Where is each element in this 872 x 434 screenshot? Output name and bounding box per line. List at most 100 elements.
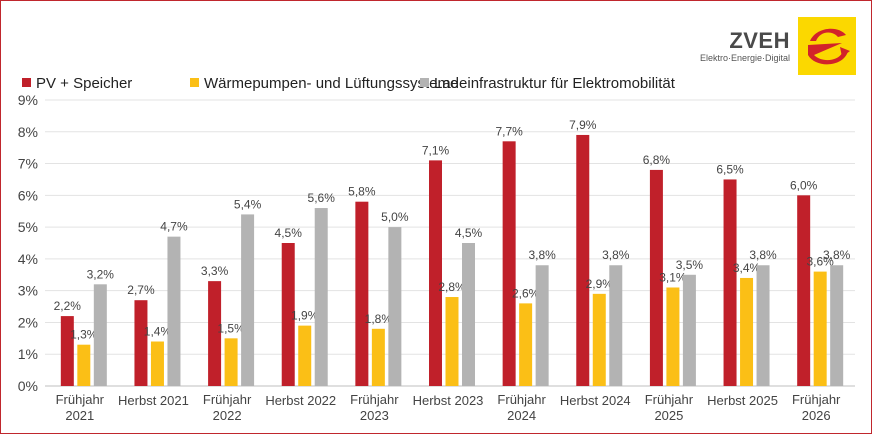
- data-label: 2,7%: [127, 283, 155, 297]
- bar-ladeinfrastruktur: [241, 214, 255, 386]
- data-label: 7,9%: [569, 118, 597, 132]
- x-tick-label: Frühjahr: [645, 392, 694, 407]
- data-label: 3,2%: [87, 267, 115, 281]
- legend-swatch: [420, 78, 429, 87]
- bar-waermepumpen: [445, 297, 459, 386]
- zveh-logo-text: ZVEH Elektro·Energie·Digital: [700, 30, 790, 64]
- data-label: 3,3%: [201, 264, 229, 278]
- legend-label: Ladeinfrastruktur für Elektromobilität: [434, 75, 676, 92]
- y-tick-label: 9%: [18, 92, 38, 108]
- bar-pv: [649, 169, 663, 386]
- data-label: 6,8%: [643, 153, 671, 167]
- bar-waermepumpen: [150, 341, 164, 386]
- logo-tagline: Elektro·Energie·Digital: [699, 53, 790, 63]
- data-label: 2,6%: [512, 286, 540, 300]
- x-tick-label: Herbst 2024: [560, 393, 631, 408]
- data-label: 2,2%: [54, 299, 82, 313]
- bar-ladeinfrastruktur: [756, 265, 770, 386]
- bar-waermepumpen: [666, 287, 680, 386]
- zveh-logo-icon: [798, 17, 856, 75]
- data-label: 3,8%: [602, 248, 630, 262]
- bar-ladeinfrastruktur: [93, 284, 107, 386]
- data-label: 5,4%: [234, 197, 262, 211]
- y-tick-label: 5%: [18, 219, 38, 235]
- data-label: 3,6%: [807, 255, 835, 269]
- y-tick-label: 6%: [18, 187, 38, 203]
- bar-ladeinfrastruktur: [388, 227, 402, 386]
- bar-ladeinfrastruktur: [682, 274, 696, 386]
- bar-ladeinfrastruktur: [314, 208, 328, 386]
- bar-pv: [576, 134, 590, 386]
- legend-label: PV + Speicher: [36, 75, 132, 92]
- bar-ladeinfrastruktur: [609, 265, 623, 386]
- x-tick-label: 2025: [654, 408, 683, 423]
- bar-waermepumpen: [77, 344, 91, 386]
- data-label: 6,0%: [790, 178, 818, 192]
- data-label: 3,1%: [659, 270, 687, 284]
- data-label: 7,7%: [495, 124, 523, 138]
- legend-label: Wärmepumpen- und Lüftungssysteme: [204, 75, 458, 92]
- bar-pv: [502, 141, 516, 386]
- x-tick-label: 2024: [507, 408, 536, 423]
- y-tick-label: 4%: [18, 251, 38, 267]
- bar-pv: [60, 316, 74, 386]
- data-label: 3,8%: [823, 248, 851, 262]
- data-label: 3,8%: [528, 248, 556, 262]
- x-tick-label: Herbst 2022: [265, 393, 336, 408]
- x-tick-label: 2022: [213, 408, 242, 423]
- data-label: 1,8%: [365, 312, 393, 326]
- bar-pv: [723, 179, 737, 386]
- data-label: 4,7%: [160, 220, 188, 234]
- y-tick-label: 8%: [18, 124, 38, 140]
- bar-waermepumpen: [592, 293, 606, 386]
- y-tick-label: 7%: [18, 156, 38, 172]
- bar-waermepumpen: [224, 338, 238, 386]
- data-label: 2,8%: [438, 280, 466, 294]
- bar-pv: [429, 160, 442, 386]
- bar-waermepumpen: [298, 325, 312, 386]
- x-tick-label: 2026: [802, 408, 831, 423]
- data-label: 1,3%: [70, 328, 98, 342]
- bar-pv: [797, 195, 811, 386]
- data-label: 2,9%: [586, 277, 614, 291]
- data-label: 1,4%: [144, 325, 172, 339]
- bar-pv: [355, 201, 369, 386]
- data-label: 5,8%: [348, 185, 376, 199]
- x-tick-label: Frühjahr: [792, 392, 841, 407]
- data-label: 7,1%: [422, 143, 450, 157]
- bar-waermepumpen: [740, 277, 754, 386]
- y-tick-label: 3%: [18, 283, 38, 299]
- logo-name: ZVEH: [729, 28, 790, 53]
- data-label: 1,5%: [217, 321, 245, 335]
- data-label: 6,5%: [716, 162, 744, 176]
- bar-waermepumpen: [813, 271, 827, 386]
- data-label: 4,5%: [455, 226, 483, 240]
- data-label: 4,5%: [275, 226, 303, 240]
- data-label: 3,8%: [749, 248, 777, 262]
- x-tick-label: Frühjahr: [203, 392, 252, 407]
- bar-ladeinfrastruktur: [830, 265, 844, 386]
- y-tick-label: 1%: [18, 346, 38, 362]
- legend-swatch: [190, 78, 199, 87]
- bar-waermepumpen: [371, 328, 385, 386]
- x-tick-label: Herbst 2021: [118, 393, 189, 408]
- bar-waermepumpen: [519, 303, 533, 386]
- data-label: 3,4%: [733, 261, 761, 275]
- data-label: 3,5%: [676, 258, 704, 272]
- data-label: 5,0%: [381, 210, 409, 224]
- bar-ladeinfrastruktur: [462, 243, 475, 386]
- bar-ladeinfrastruktur: [167, 236, 181, 386]
- data-label: 1,9%: [291, 309, 319, 323]
- x-tick-label: Frühjahr: [56, 392, 105, 407]
- x-tick-label: 2021: [65, 408, 94, 423]
- x-tick-label: 2023: [360, 408, 389, 423]
- x-tick-label: Herbst 2025: [707, 393, 778, 408]
- bar-ladeinfrastruktur: [535, 265, 549, 386]
- x-tick-label: Herbst 2023: [413, 393, 484, 408]
- data-label: 5,6%: [308, 191, 336, 205]
- y-tick-label: 2%: [18, 314, 38, 330]
- x-tick-label: Frühjahr: [350, 392, 399, 407]
- bar-pv: [208, 281, 222, 386]
- x-tick-label: Frühjahr: [497, 392, 546, 407]
